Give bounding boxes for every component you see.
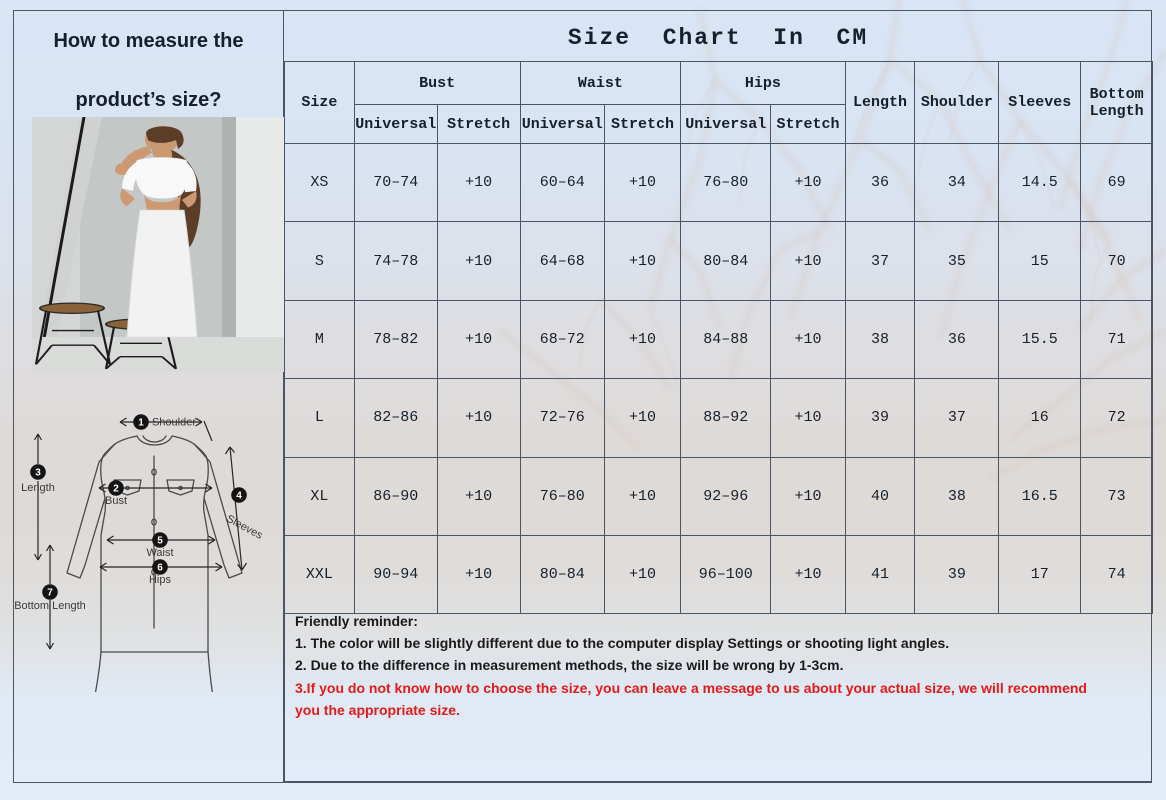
- svg-text:Length: Length: [21, 482, 55, 494]
- svg-text:Sleeves: Sleeves: [224, 513, 265, 542]
- svg-text:3: 3: [35, 467, 41, 478]
- svg-text:Waist: Waist: [146, 547, 173, 559]
- svg-text:Bottom Length: Bottom Length: [14, 600, 86, 612]
- svg-text:1: 1: [138, 417, 144, 428]
- svg-text:6: 6: [157, 562, 163, 573]
- svg-text:4: 4: [236, 490, 242, 501]
- svg-text:5: 5: [157, 535, 163, 546]
- svg-text:Shoulder: Shoulder: [152, 416, 196, 428]
- svg-text:Bust: Bust: [105, 495, 127, 507]
- svg-text:Hips: Hips: [149, 574, 172, 586]
- svg-text:7: 7: [47, 587, 53, 598]
- svg-text:2: 2: [113, 483, 119, 494]
